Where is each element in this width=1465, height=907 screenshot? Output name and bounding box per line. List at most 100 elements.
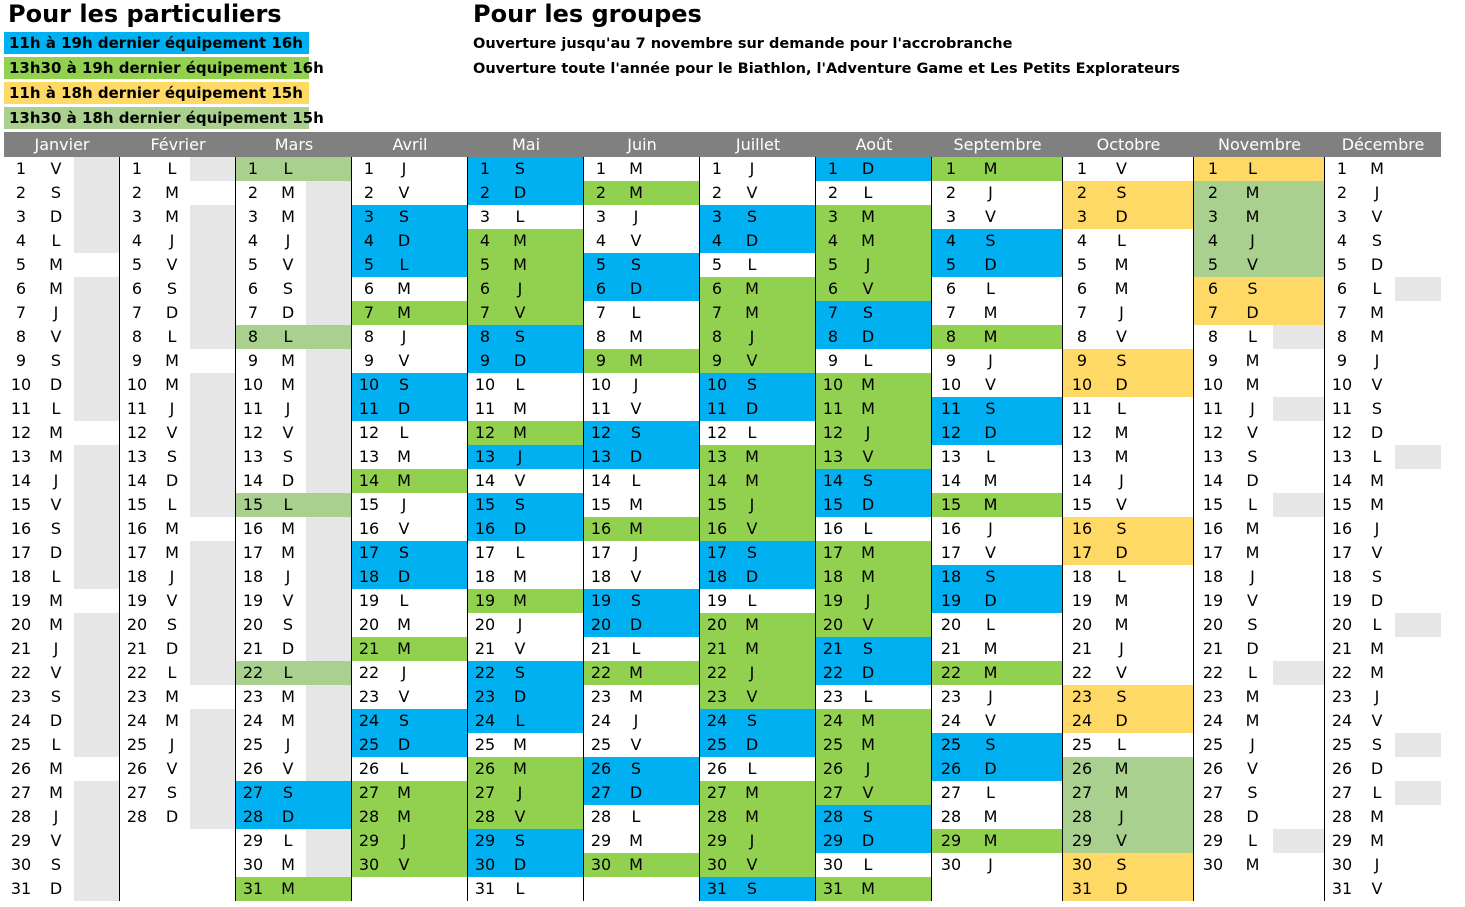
day-status-cell xyxy=(886,685,932,709)
day-letter: D xyxy=(1246,471,1259,490)
day-number: 5 xyxy=(15,255,27,274)
day-letter: D xyxy=(1246,807,1259,826)
day-letter: M xyxy=(629,159,643,178)
day-status-cell xyxy=(1142,829,1194,853)
day-row: 29 M xyxy=(932,829,1063,853)
day-number: 8 xyxy=(131,327,143,346)
day-number: 21 xyxy=(1331,639,1353,658)
day-letter: L xyxy=(863,687,873,706)
day-letter: M xyxy=(49,591,63,610)
day-number: 9 xyxy=(1336,351,1348,370)
day-status-cell xyxy=(1395,853,1441,877)
day-number: 6 xyxy=(247,279,259,298)
day-number: 3 xyxy=(595,207,607,226)
day-letter: J xyxy=(169,399,175,418)
day-letter: D xyxy=(1115,879,1128,898)
day-letter: M xyxy=(513,591,527,610)
day-number: 14 xyxy=(706,471,728,490)
day-letter: J xyxy=(53,807,59,826)
day-number: 29 xyxy=(358,831,380,850)
day-number: 21 xyxy=(1071,639,1093,658)
day-row: 14 D xyxy=(1194,469,1325,493)
day-status-cell xyxy=(1142,445,1194,469)
day-letter: M xyxy=(745,807,759,826)
month-column: Décembre 1 M 2 J 3 V 4 S 5 D 6 L 7 M 8 M 9 J 10 V 11 S 12 D 13 L 14… xyxy=(1324,132,1441,901)
day-letter: S xyxy=(166,447,178,466)
day-status-cell xyxy=(190,349,236,373)
day-letter: L xyxy=(167,159,177,178)
day-letter: M xyxy=(1114,423,1129,442)
day-row: 19 S xyxy=(584,589,700,613)
day-status-cell xyxy=(306,181,352,205)
day-status-cell xyxy=(538,229,584,253)
day-letter: S xyxy=(746,879,758,898)
day-number: 4 xyxy=(15,231,27,250)
day-row: 17 M xyxy=(816,541,932,565)
day-status-cell xyxy=(886,445,932,469)
day-letter: L xyxy=(167,327,177,346)
day-number: 28 xyxy=(358,807,380,826)
day-number: 5 xyxy=(1076,255,1088,274)
day-status-cell xyxy=(538,829,584,853)
day-status-cell xyxy=(1273,613,1325,637)
day-letter: M xyxy=(49,255,63,274)
day-row: 21 L xyxy=(584,637,700,661)
day-number: 3 xyxy=(247,207,259,226)
day-row: 22 D xyxy=(816,661,932,685)
day-number: 30 xyxy=(1331,855,1353,874)
day-status-cell xyxy=(1395,397,1441,421)
day-number: 8 xyxy=(945,327,957,346)
day-letter: V xyxy=(50,831,62,850)
day-letter: V xyxy=(1116,495,1127,514)
day-letter: V xyxy=(1371,375,1383,394)
day-row: 28 M xyxy=(932,805,1063,829)
day-number: 12 xyxy=(10,423,32,442)
day-status-cell xyxy=(306,445,352,469)
day-number: 4 xyxy=(595,231,607,250)
day-letter: M xyxy=(1114,759,1129,778)
day-letter: D xyxy=(745,567,759,586)
day-letter: V xyxy=(746,687,758,706)
day-letter: M xyxy=(1114,615,1129,634)
day-status-cell xyxy=(422,397,468,421)
day-status-cell xyxy=(1142,781,1194,805)
day-number: 10 xyxy=(1331,375,1353,394)
day-row: 26 M xyxy=(4,757,120,781)
day-number: 12 xyxy=(590,423,612,442)
day-row: 15 D xyxy=(816,493,932,517)
day-letter: M xyxy=(1245,855,1260,874)
day-letter: D xyxy=(49,879,63,898)
day-row: 18 S xyxy=(932,565,1063,589)
day-status-cell xyxy=(538,709,584,733)
day-letter: M xyxy=(513,759,527,778)
day-letter: J xyxy=(1374,519,1380,538)
day-status-cell xyxy=(1011,685,1063,709)
day-number: 11 xyxy=(474,399,496,418)
day-number: 23 xyxy=(10,687,32,706)
day-status-cell xyxy=(654,853,700,877)
legend-item-3: 11h à 18h dernier équipement 15h xyxy=(4,82,309,104)
day-letter: V xyxy=(862,615,874,634)
day-status-cell xyxy=(422,373,468,397)
day-number: 27 xyxy=(1202,783,1224,802)
day-row: 30 M xyxy=(1194,853,1325,877)
day-letter: M xyxy=(861,231,875,250)
day-letter: S xyxy=(514,327,526,346)
day-number: 31 xyxy=(10,879,32,898)
day-status-cell xyxy=(1273,253,1325,277)
day-status-cell xyxy=(538,685,584,709)
day-number: 2 xyxy=(945,183,957,202)
day-row: 25 D xyxy=(700,733,816,757)
day-number: 1 xyxy=(827,159,839,178)
day-row: 20 S xyxy=(236,613,352,637)
day-number: 11 xyxy=(242,399,264,418)
day-status-cell xyxy=(74,421,120,445)
day-letter: M xyxy=(1370,807,1384,826)
day-number: 8 xyxy=(15,327,27,346)
